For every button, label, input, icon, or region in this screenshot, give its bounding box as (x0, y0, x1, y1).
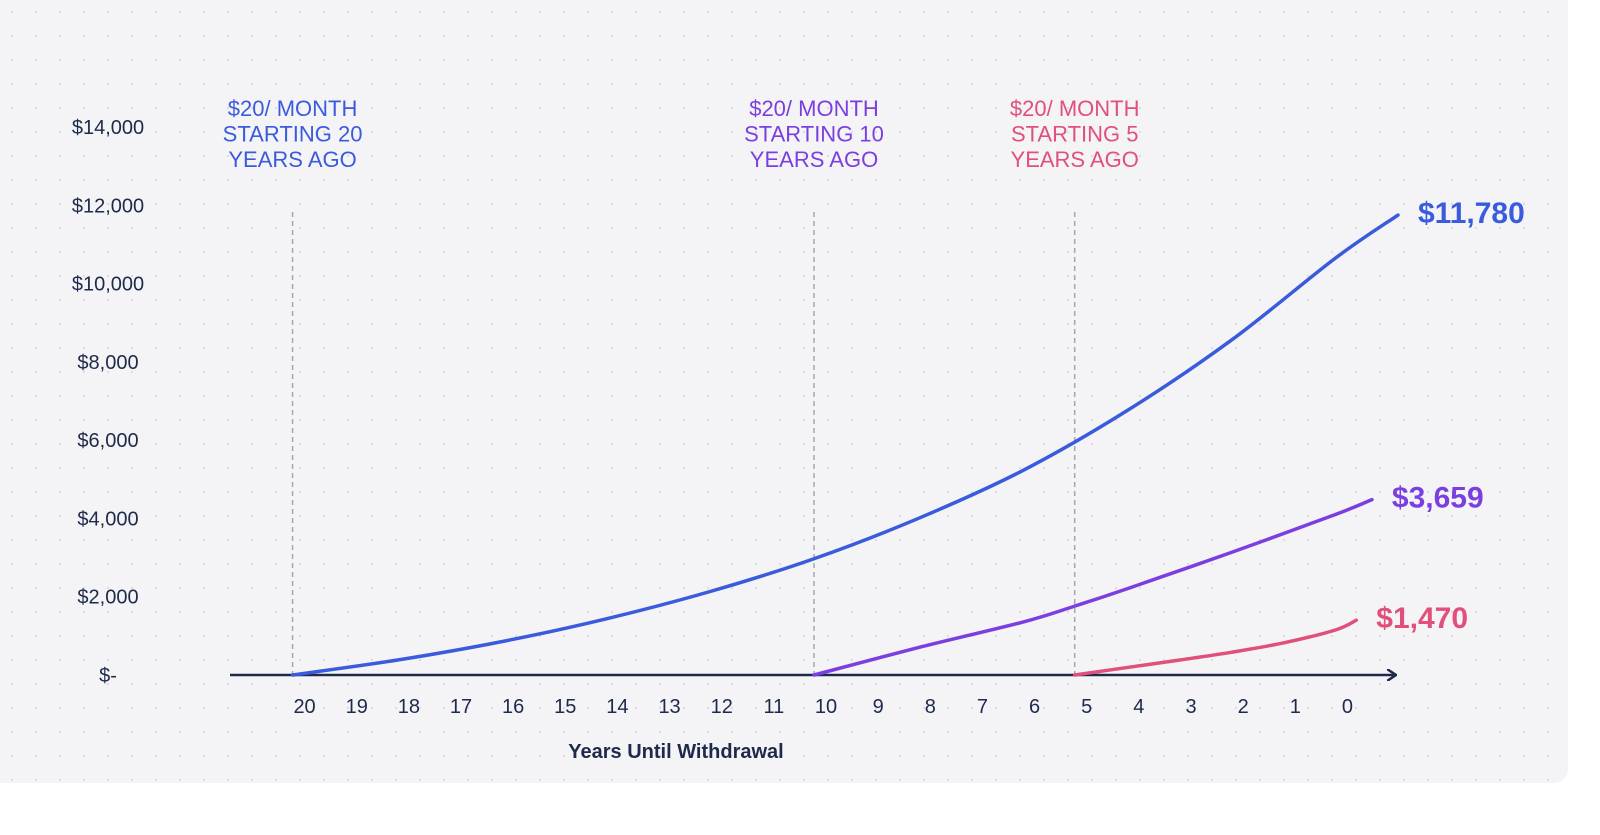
series-end-value: $1,470 (1376, 602, 1468, 635)
series-lines (290, 213, 1400, 677)
series-annotation-line: YEARS AGO (1011, 147, 1139, 172)
x-tick-label: 11 (763, 696, 784, 718)
x-tick-label: 10 (815, 696, 837, 718)
series-annotation-line: STARTING 10 (744, 122, 884, 147)
x-tick-label: 9 (873, 696, 884, 718)
x-tick-label: 3 (1185, 696, 1196, 718)
y-tick-label: $6,000 (77, 430, 138, 452)
x-tick-label: 6 (1029, 696, 1040, 718)
x-tick-label: 17 (450, 696, 472, 718)
x-axis-labels: 20 19 18 17 16 15 14 13 12 11 10 9 8 7 6 5 4 3 2 1 0 (293, 696, 1353, 718)
y-tick-label: $8,000 (77, 352, 138, 374)
x-tick-label: 19 (346, 696, 368, 718)
start-guides (291, 212, 1076, 675)
series-line (812, 497, 1374, 677)
x-axis-title: Years Until Withdrawal (568, 741, 783, 763)
x-tick-label: 18 (398, 696, 420, 718)
series-annotation-line: $20/ MONTH (749, 96, 879, 121)
x-tick-label: 14 (606, 696, 628, 718)
x-tick-label: 2 (1238, 696, 1249, 718)
series-annotation-line: $20/ MONTH (1010, 96, 1140, 121)
end-value-labels: $11,780 $3,659 $1,470 (1376, 197, 1525, 635)
x-tick-label: 1 (1290, 696, 1301, 718)
x-tick-label: 16 (502, 696, 524, 718)
y-tick-label: $2,000 (77, 587, 138, 609)
series-annotation-line: STARTING 20 (223, 122, 363, 147)
y-tick-label: $12,000 (72, 195, 144, 217)
y-tick-label: $- (99, 665, 117, 687)
y-tick-label: $14,000 (72, 117, 144, 139)
x-tick-label: 0 (1342, 696, 1353, 718)
series-annotation-line: STARTING 5 (1011, 122, 1139, 147)
x-tick-label: 20 (293, 696, 315, 718)
x-tick-label: 12 (711, 696, 733, 718)
series-annotation-line: YEARS AGO (750, 147, 878, 172)
y-tick-label: $4,000 (77, 508, 138, 530)
series-line (1072, 618, 1359, 677)
x-tick-label: 5 (1081, 696, 1092, 718)
x-tick-label: 4 (1133, 696, 1144, 718)
y-tick-label: $10,000 (72, 274, 144, 296)
series-end-value: $11,780 (1418, 197, 1525, 230)
series-annotation-line: $20/ MONTH (228, 96, 358, 121)
series-line (290, 213, 1400, 677)
x-tick-label: 8 (925, 696, 936, 718)
series-end-value: $3,659 (1392, 482, 1484, 515)
x-tick-label: 7 (977, 696, 988, 718)
y-axis-labels: $- $2,000 $4,000 $6,000 $8,000 $10,000 $12,000… (72, 117, 144, 687)
x-tick-label: 15 (554, 696, 576, 718)
series-annotation-line: YEARS AGO (228, 147, 356, 172)
x-tick-label: 13 (658, 696, 680, 718)
chart-panel (0, 0, 1568, 783)
